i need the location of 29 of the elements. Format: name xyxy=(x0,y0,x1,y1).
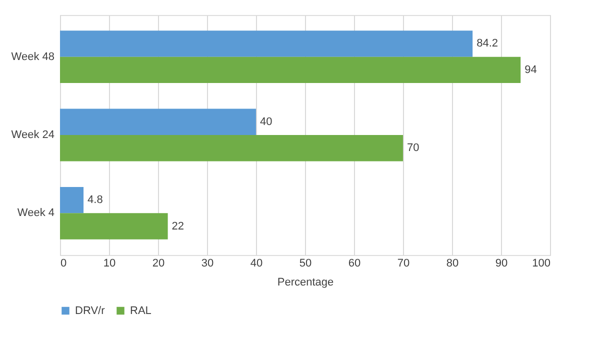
x-tick-label: 50 xyxy=(299,258,312,270)
legend-label: DRV/r xyxy=(75,304,106,317)
x-tick-label: 100 xyxy=(532,258,550,270)
y-tick-label: Week 24 xyxy=(11,129,54,141)
bar xyxy=(60,135,403,162)
bar xyxy=(60,186,84,214)
x-tick-label: 10 xyxy=(103,258,116,270)
x-tick-label: 0 xyxy=(60,258,67,270)
data-label: 70 xyxy=(407,142,420,154)
bar xyxy=(60,213,168,240)
data-label: 94 xyxy=(524,64,537,76)
x-tick-label: 80 xyxy=(446,258,459,270)
data-label: 40 xyxy=(260,116,272,128)
y-tick-label: Week 48 xyxy=(11,50,54,63)
x-tick-label: 60 xyxy=(348,258,361,270)
x-tick-label: 90 xyxy=(495,258,508,270)
data-label: 4.8 xyxy=(88,194,103,206)
bar xyxy=(60,30,473,57)
bar xyxy=(60,56,521,84)
y-tick-label: Week 4 xyxy=(17,207,54,220)
legend-label: RAL xyxy=(130,304,152,317)
data-label: 22 xyxy=(172,220,184,232)
x-tick-label: 40 xyxy=(250,258,263,270)
data-label: 84.2 xyxy=(476,38,498,50)
x-tick-label: 20 xyxy=(152,258,165,270)
x-axis-title: Percentage xyxy=(277,276,334,288)
x-tick-label: 70 xyxy=(397,258,410,270)
x-tick-label: 30 xyxy=(201,258,214,270)
bar xyxy=(60,108,256,135)
